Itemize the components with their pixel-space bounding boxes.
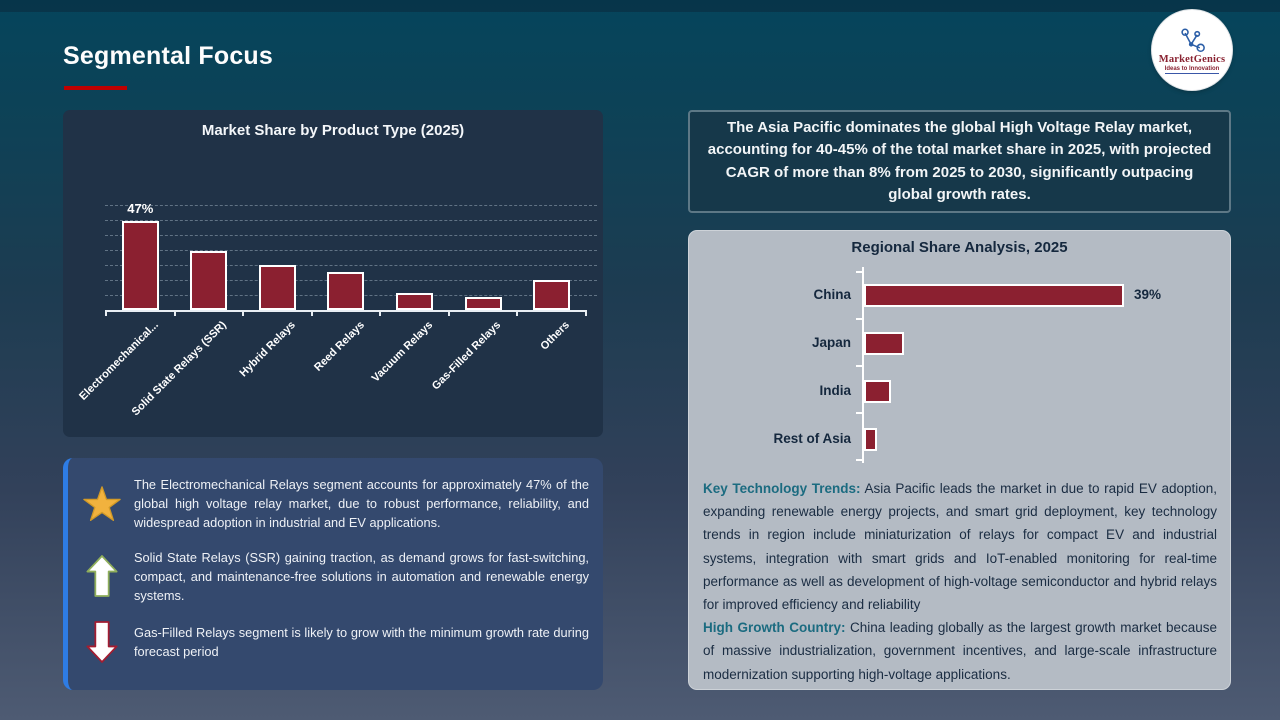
key-technology-trends-lead: Key Technology Trends: [703, 481, 861, 496]
high-growth-country-body: China leading globally as the largest gr… [703, 620, 1217, 682]
insight-row-ssr: Solid State Relays (SSR) gaining tractio… [80, 548, 589, 606]
category-label-india: India [819, 383, 851, 398]
bar-vacuum-relays [396, 293, 434, 310]
x-axis-label-reed-relays: Reed Relays [311, 319, 367, 374]
bar-rest-of-asia [864, 427, 877, 451]
chart1-gridline [105, 205, 597, 206]
x-axis-label-gas-filled-relays: Gas-Filled Relays [430, 319, 504, 393]
x-axis-label-others: Others [538, 319, 573, 353]
chart2-y-axis [862, 267, 864, 463]
bar-electromechanical [121, 221, 159, 310]
chart1-axis-tick [242, 310, 245, 316]
x-axis-label-hybrid-relays: Hybrid Relays [237, 319, 298, 380]
chart1-axis-tick [379, 310, 382, 316]
chart2-axis-tick [856, 271, 863, 273]
star-icon [80, 485, 124, 523]
product-type-chart-plot: 47% Electromechanical... Solid State Relay… [63, 110, 603, 437]
logo-tagline: Ideas to Innovation [1164, 65, 1220, 74]
insight-text: The Electromechanical Relays segment acc… [134, 477, 589, 531]
chart2-axis-tick [856, 365, 863, 367]
high-growth-country-paragraph: High Growth Country: China leading globa… [703, 616, 1217, 686]
bar-india [864, 379, 891, 403]
chart2-axis-tick [856, 459, 863, 461]
chart1-axis-tick [173, 310, 176, 316]
insight-text: Solid State Relays (SSR) gaining tractio… [134, 549, 589, 603]
regional-text-block: Key Technology Trends: Asia Pacific lead… [703, 477, 1217, 686]
key-technology-trends-paragraph: Key Technology Trends: Asia Pacific lead… [703, 477, 1217, 616]
chart1-gridline [105, 235, 597, 236]
key-technology-trends-body: Asia Pacific leads the market in due to … [703, 481, 1218, 613]
insights-box: The Electromechanical Relays segment acc… [63, 458, 603, 690]
chart1-axis-tick [310, 310, 313, 316]
bar-solid-state-relays-ssr [190, 251, 228, 310]
category-label-japan: Japan [811, 335, 851, 350]
chart1-axis-tick [584, 310, 587, 316]
marketgenics-logo: MarketGenics Ideas to Innovation [1152, 10, 1232, 90]
chart1-gridline [105, 250, 597, 251]
product-type-chart-panel: Market Share by Product Type (2025) 47% E… [63, 110, 603, 437]
chart2-axis-tick [856, 412, 863, 414]
bar-value-label: 39% [1134, 287, 1162, 302]
bar-china [864, 283, 1124, 307]
top-accent-strip [0, 0, 1280, 12]
asia-pacific-headline-box: The Asia Pacific dominates the global Hi… [688, 110, 1231, 213]
insight-row-gas-filled: Gas-Filled Relays segment is likely to g… [80, 620, 589, 664]
category-label-rest-of-asia: Rest of Asia [773, 431, 851, 446]
x-axis-label-vacuum-relays: Vacuum Relays [369, 319, 436, 385]
title-underline [64, 86, 127, 90]
regional-chart-plot: China 39% Japan India Rest of Asia [689, 231, 1230, 689]
insight-row-electromechanical: The Electromechanical Relays segment acc… [80, 475, 589, 533]
arrow-up-icon [80, 554, 124, 598]
molecule-icon [1181, 27, 1205, 52]
bar-others [533, 280, 571, 310]
high-growth-country-lead: High Growth Country: [703, 620, 846, 636]
chart1-axis-tick [516, 310, 519, 316]
bar-gas-filled-relays [464, 297, 502, 310]
bar-hybrid-relays [258, 265, 296, 310]
bar-japan [864, 331, 904, 355]
regional-analysis-panel: Regional Share Analysis, 2025 China 39% Ja… [688, 230, 1231, 690]
chart1-x-axis [105, 310, 587, 312]
headline-text: The Asia Pacific dominates the global Hi… [707, 118, 1212, 204]
chart2-title: Regional Share Analysis, 2025 [851, 239, 1068, 256]
chart1-gridline [105, 265, 597, 266]
chart1-title: Market Share by Product Type (2025) [201, 122, 465, 139]
bar-value-label: 47% [127, 201, 154, 216]
logo-name: MarketGenics [1158, 53, 1226, 65]
page-title: Segmental Focus [63, 42, 273, 70]
arrow-down-icon [80, 620, 124, 664]
chart1-axis-tick [447, 310, 450, 316]
category-label-china: China [813, 287, 851, 302]
bar-reed-relays [327, 272, 365, 310]
chart1-gridline [105, 220, 597, 221]
chart1-axis-tick [105, 310, 107, 316]
chart2-axis-tick [856, 318, 863, 320]
insight-text: Gas-Filled Relays segment is likely to g… [134, 624, 589, 660]
